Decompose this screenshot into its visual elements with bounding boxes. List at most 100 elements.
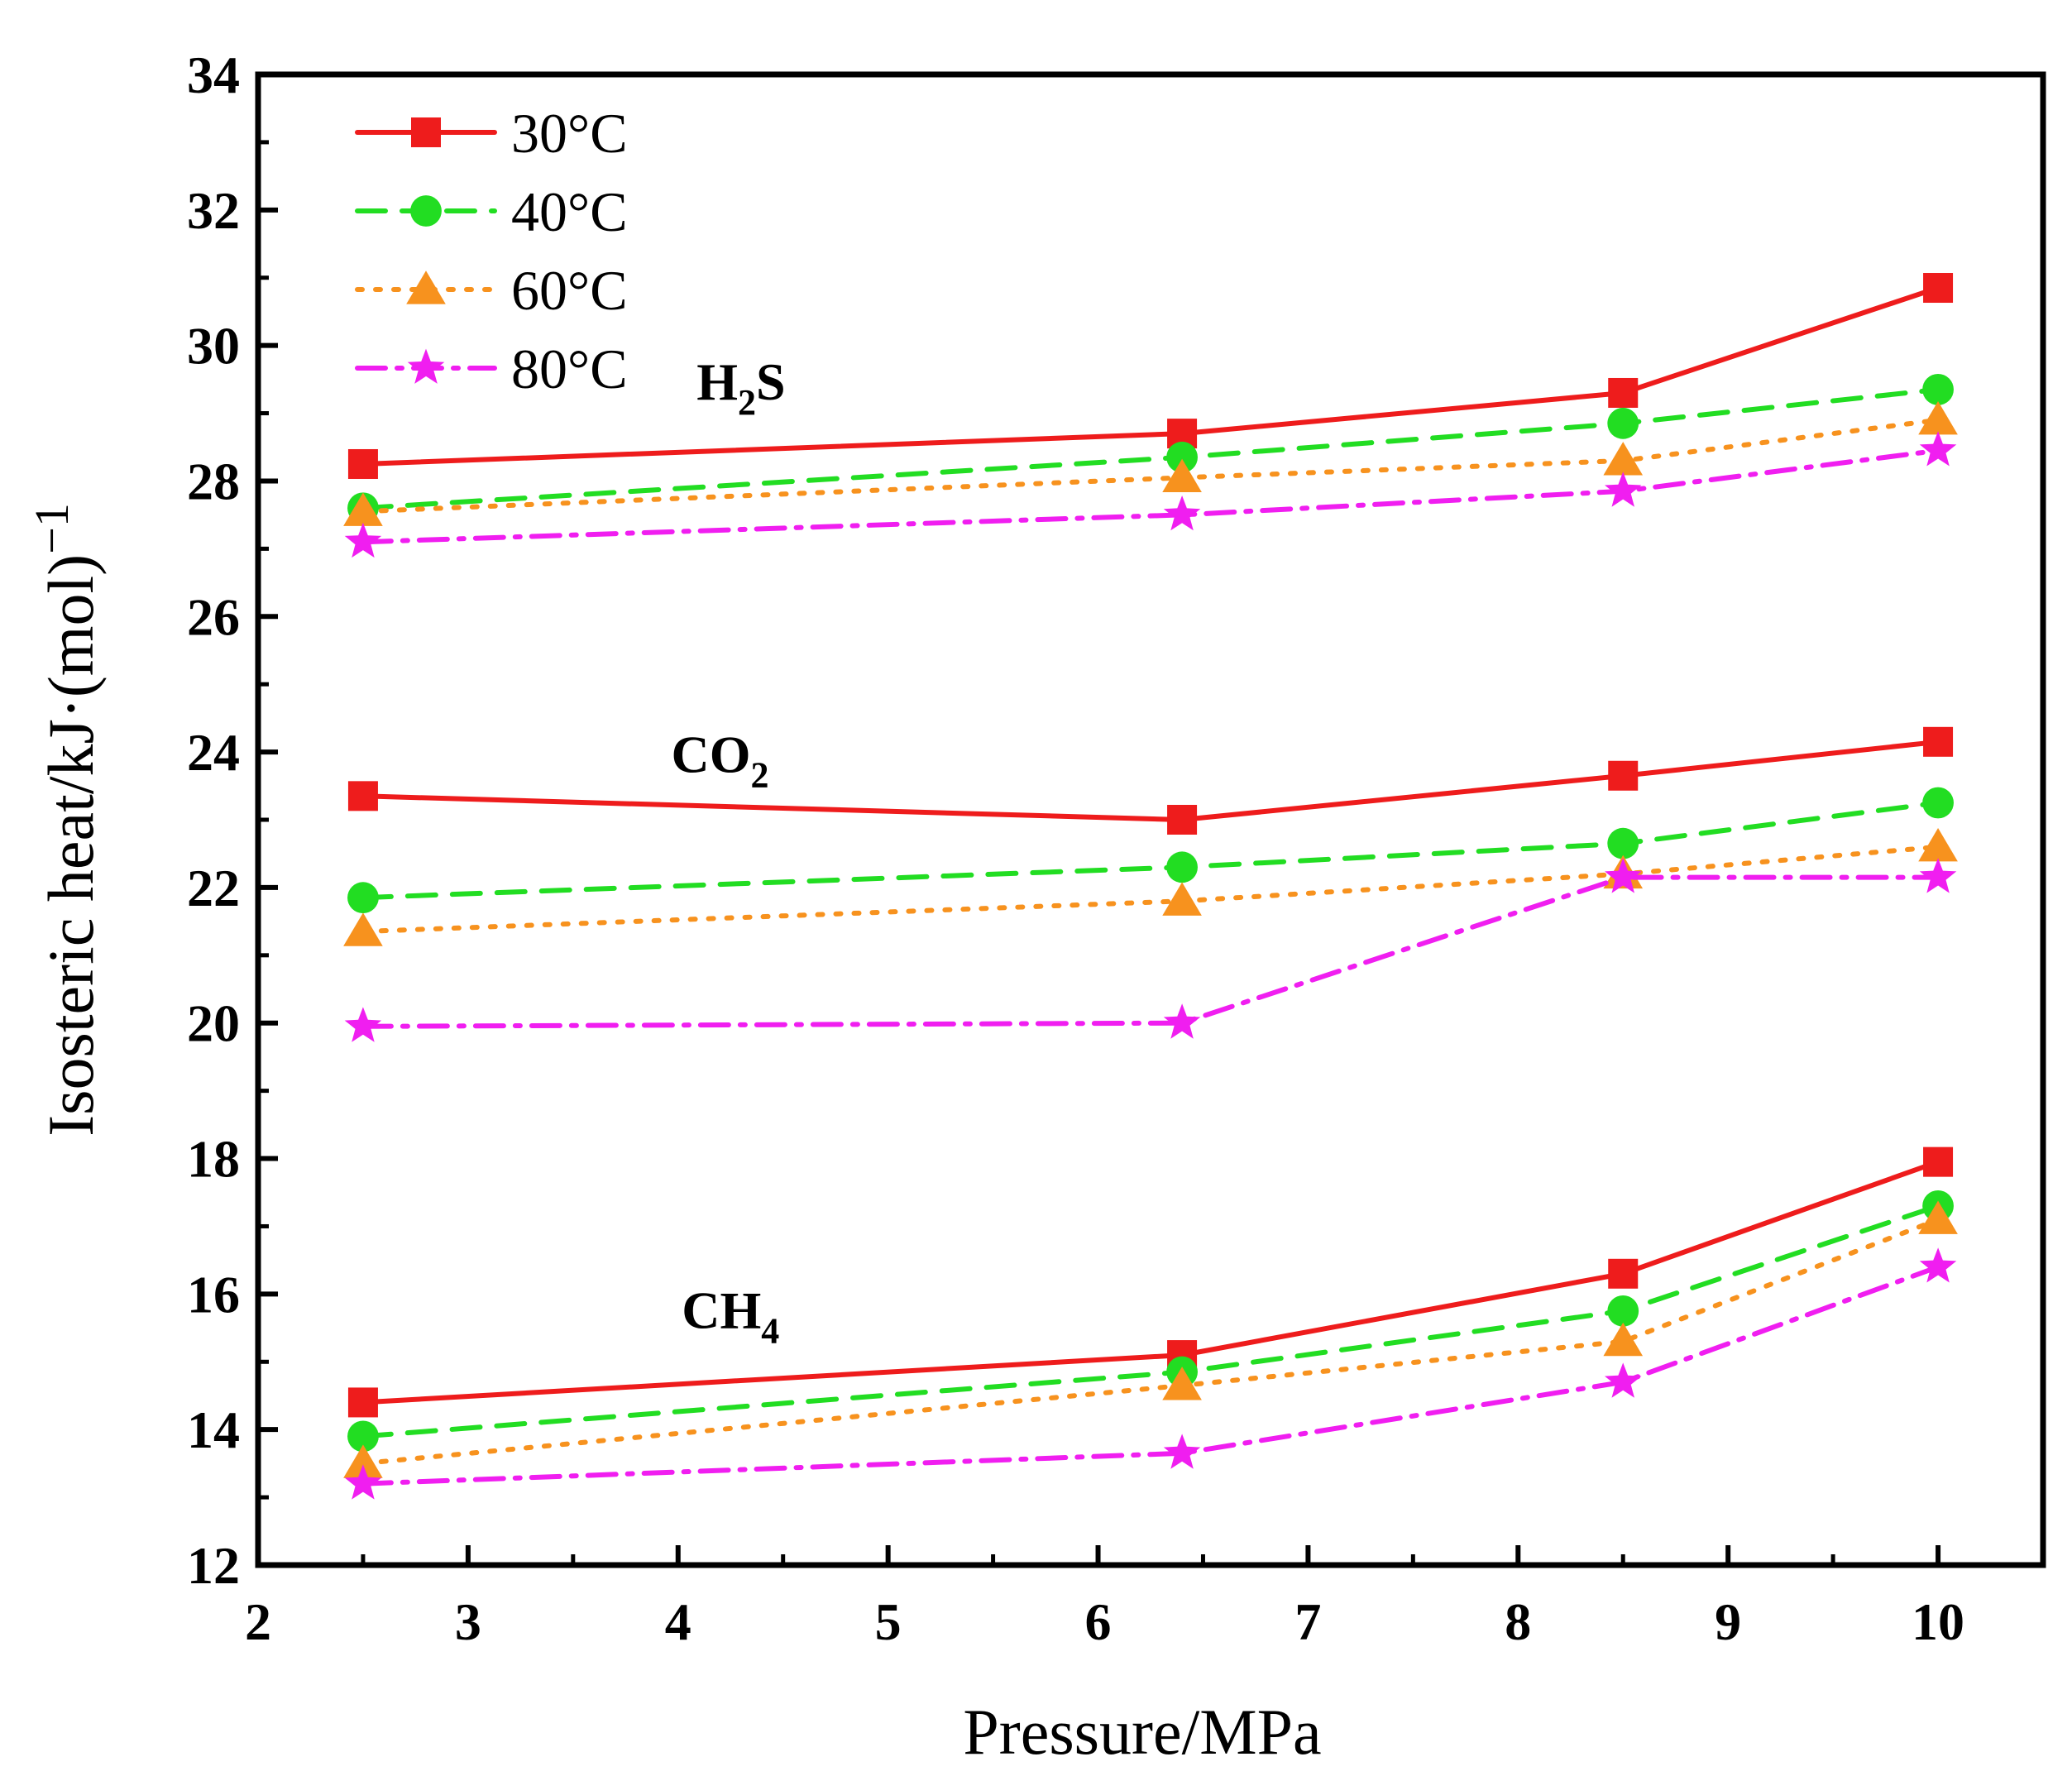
- data-point-co2-80c: [344, 1007, 382, 1042]
- x-tick-label: 6: [1085, 1592, 1112, 1651]
- data-point-co2-40c: [347, 882, 379, 914]
- legend-marker: [411, 117, 441, 147]
- group-label-h2s: H2S: [696, 352, 785, 423]
- x-tick-label: 10: [1912, 1592, 1964, 1651]
- data-point-co2-40c: [1607, 827, 1639, 859]
- data-point-co2-80c: [1919, 858, 1957, 893]
- group-label-subscript: 2: [738, 382, 756, 423]
- legend-marker: [407, 348, 445, 384]
- data-point-h2s-30c: [1608, 377, 1639, 408]
- group-label-tail: S: [756, 352, 786, 411]
- x-tick-label: 4: [665, 1592, 691, 1651]
- x-tick-label: 3: [455, 1592, 481, 1651]
- legend-item: 60°C: [355, 259, 628, 322]
- data-point-h2s-40c: [1166, 441, 1198, 473]
- x-axis-title: Pressure/MPa: [963, 1696, 1321, 1768]
- series-line-co2-80c: [360, 874, 1941, 1029]
- legend-label: 40°C: [511, 180, 628, 243]
- legend-marker: [410, 195, 442, 227]
- x-tick-label: 8: [1505, 1592, 1531, 1651]
- legend-marker: [406, 270, 446, 304]
- data-point-co2-80c: [1605, 858, 1642, 893]
- y-tick-label: 34: [187, 45, 240, 104]
- series-line-h2s-80c: [360, 448, 1941, 545]
- data-point-h2s-40c: [1922, 373, 1954, 405]
- data-point-co2-80c: [1163, 1003, 1201, 1039]
- legend-item: 30°C: [355, 102, 628, 165]
- x-tick-label: 5: [875, 1592, 902, 1651]
- data-point-h2s-30c: [1923, 273, 1954, 304]
- data-point-ch4-30c: [1608, 1258, 1639, 1289]
- data-point-ch4-40c: [1607, 1295, 1639, 1327]
- data-point-h2s-80c: [1163, 495, 1201, 531]
- legend-label: 60°C: [511, 259, 628, 322]
- data-point-h2s-40c: [1607, 407, 1639, 439]
- y-axis-title-superscript: −1: [25, 503, 79, 554]
- data-point-co2-30c: [1608, 760, 1639, 791]
- data-point-ch4-30c: [347, 1387, 378, 1418]
- legend-label: 80°C: [511, 337, 628, 400]
- series-line-co2-60c: [360, 844, 1941, 935]
- data-point-h2s-60c: [1162, 458, 1202, 492]
- group-label-ch4: CH4: [682, 1281, 779, 1351]
- y-tick-label: 20: [187, 994, 240, 1053]
- data-point-co2-30c: [347, 781, 378, 811]
- series-group-co2: [343, 726, 1958, 1042]
- legend-item: 40°C: [355, 180, 628, 243]
- data-point-h2s-80c: [1919, 431, 1957, 467]
- y-tick-label: 30: [187, 317, 240, 376]
- y-tick-label: 14: [187, 1400, 240, 1459]
- data-point-ch4-80c: [344, 1464, 382, 1500]
- data-point-ch4-60c: [343, 1444, 383, 1478]
- series-line-ch4-30c: [360, 1159, 1941, 1405]
- data-point-ch4-60c: [1918, 1200, 1958, 1234]
- data-point-co2-30c: [1923, 726, 1954, 757]
- data-point-co2-60c: [1918, 827, 1958, 862]
- series-line-ch4-40c: [360, 1203, 1941, 1439]
- series-line-h2s-60c: [360, 417, 1941, 515]
- plot-series: [343, 273, 1958, 1500]
- series-line-ch4-80c: [360, 1264, 1941, 1486]
- series-line-co2-30c: [360, 739, 1941, 823]
- legend-label: 30°C: [511, 102, 628, 165]
- legend: 30°C 40°C 60°C 80°C: [355, 102, 628, 400]
- data-point-ch4-30c: [1923, 1147, 1954, 1177]
- y-axis-title: Isosteric heat/kJ·(mol)−1: [25, 503, 107, 1137]
- y-tick-label: 12: [187, 1536, 240, 1595]
- y-axis-title-main: Isosteric heat/kJ·(mol): [35, 554, 107, 1137]
- data-point-ch4-80c: [1163, 1434, 1201, 1469]
- series-line-ch4-60c: [360, 1217, 1941, 1467]
- group-label-main: H: [696, 352, 738, 411]
- y-tick-label: 26: [187, 587, 240, 646]
- legend-item: 80°C: [355, 337, 628, 400]
- data-point-h2s-80c: [1605, 472, 1642, 507]
- data-point-co2-30c: [1167, 805, 1198, 835]
- data-point-h2s-30c: [347, 448, 378, 479]
- data-point-co2-40c: [1922, 787, 1954, 819]
- data-point-ch4-80c: [1919, 1247, 1957, 1283]
- data-point-ch4-80c: [1605, 1362, 1642, 1398]
- group-label-subscript: 2: [751, 755, 769, 796]
- y-tick-label: 28: [187, 452, 240, 510]
- series-line-co2-40c: [360, 800, 1941, 901]
- data-point-ch4-60c: [1162, 1367, 1202, 1400]
- series-group-h2s: [343, 273, 1958, 558]
- data-point-h2s-60c: [1918, 400, 1958, 435]
- x-tick-label: 7: [1294, 1592, 1321, 1651]
- data-point-ch4-40c: [347, 1420, 379, 1453]
- data-point-ch4-60c: [1603, 1322, 1644, 1357]
- data-point-co2-40c: [1166, 851, 1198, 883]
- y-tick-label: 22: [187, 859, 240, 917]
- group-label-main: CH: [682, 1281, 761, 1339]
- group-label-main: CO: [672, 725, 751, 784]
- plot-frame: [255, 71, 2046, 1568]
- x-tick-label: 2: [245, 1592, 271, 1651]
- y-tick-label: 18: [187, 1130, 240, 1189]
- data-point-h2s-60c: [343, 492, 383, 526]
- series-group-ch4: [343, 1147, 1958, 1500]
- series-line-h2s-40c: [360, 386, 1941, 511]
